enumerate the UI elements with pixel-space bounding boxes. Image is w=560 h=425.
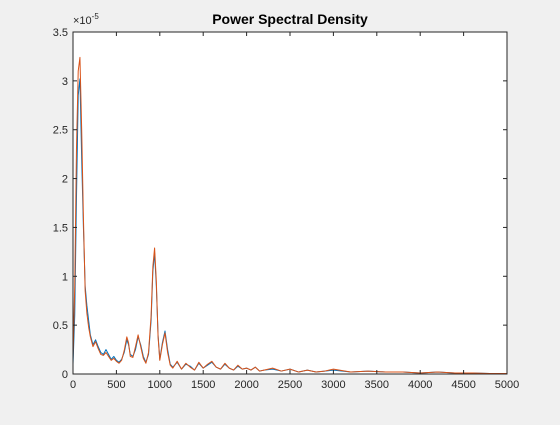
- x-tick-label: 3500: [365, 379, 389, 391]
- y-tick-label: 1.5: [53, 222, 68, 234]
- series-line-2: [72, 56, 507, 375]
- x-tick-label: 1000: [148, 379, 172, 391]
- y-exponent-power: -5: [92, 12, 100, 21]
- x-tick-label: 500: [107, 379, 125, 391]
- x-tick-label: 3000: [321, 379, 345, 391]
- series-layer: [72, 56, 507, 375]
- x-tick-label: 4500: [451, 379, 475, 391]
- x-tick-label: 2000: [234, 379, 258, 391]
- y-tick-label: 3.5: [53, 27, 68, 39]
- x-tick-label: 2500: [278, 379, 302, 391]
- y-tick-label: 1: [62, 271, 68, 283]
- y-tick-label: 0.5: [53, 320, 68, 332]
- plot-area-background: [73, 32, 507, 374]
- x-tick-label: 4000: [408, 379, 432, 391]
- x-tick-label: 0: [70, 379, 76, 391]
- y-tick-label: 2.5: [53, 125, 68, 137]
- y-exponent-base: ×10: [73, 15, 92, 27]
- y-tick-label: 3: [62, 76, 68, 88]
- y-exponent-label: ×10-5: [73, 12, 99, 27]
- x-tick-label: 5000: [495, 379, 519, 391]
- ticks-layer: 0 500 1000 1500 2000 2500 3000 3500 4000 4500 5000…: [53, 27, 520, 391]
- y-tick-label: 2: [62, 174, 68, 186]
- chart-title: Power Spectral Density: [212, 11, 368, 27]
- x-tick-label: 1500: [191, 379, 215, 391]
- y-tick-label: 0: [62, 369, 68, 381]
